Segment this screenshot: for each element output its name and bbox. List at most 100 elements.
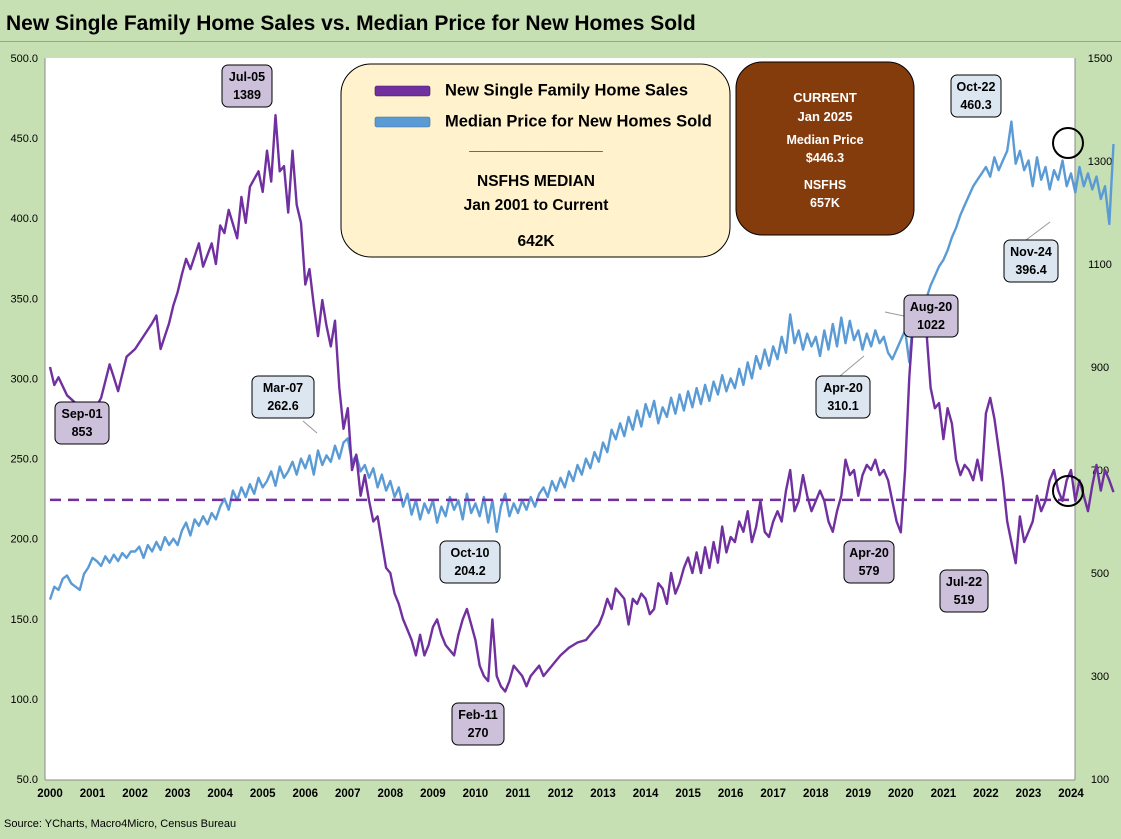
callout-value: 1022 [917,318,945,332]
x-tick-label: 2018 [803,788,829,800]
x-tick-label: 2003 [165,788,191,800]
x-tick-label: 2013 [590,788,616,800]
x-tick-label: 2001 [80,788,106,800]
x-tick-label: 2024 [1058,788,1084,800]
y-left-tick-label: 200.0 [10,534,38,546]
callout-date: Aug-20 [910,300,952,314]
x-tick-label: 2015 [675,788,701,800]
callout-date: Sep-01 [62,407,103,421]
callout-date: Oct-10 [451,546,490,560]
callout-box [1003,239,1059,283]
callout-leader [1025,221,1051,241]
callout-box [451,702,505,746]
x-tick-label: 2021 [931,788,957,800]
callout-date: Oct-22 [957,80,996,94]
callout-box [54,401,110,445]
current-sales-label: NSFHS [804,178,846,192]
x-tick-label: 2017 [760,788,786,800]
callout-box [439,540,501,584]
x-tick-label: 2014 [633,788,659,800]
callout-value: 579 [859,564,880,578]
y-right-tick-label: 1100 [1088,259,1112,271]
x-tick-label: 2011 [505,788,531,800]
callout-value: 853 [72,425,93,439]
x-tick-label: 2000 [37,788,63,800]
median-period: Jan 2001 to Current [464,197,609,214]
current-heading: CURRENT [793,90,857,105]
callout-box [843,540,895,584]
y-right-tick-label: 500 [1091,568,1109,580]
y-right-tick-label: 300 [1091,671,1109,683]
title-divider [0,41,1121,42]
callout-box [903,294,959,338]
x-tick-label: 2009 [420,788,446,800]
x-tick-label: 2002 [122,788,148,800]
median-title: NSFHS MEDIAN [477,173,595,190]
y-left-tick-label: 450.0 [10,133,38,145]
callout-box [939,569,989,613]
current-price-label: Median Price [786,133,863,147]
legend-label-sales: New Single Family Home Sales [445,81,688,99]
current-price-circle [1052,127,1084,159]
legend-swatch-sales [374,85,431,97]
y-right-tick-label: 100 [1091,774,1109,786]
y-left-tick-label: 350.0 [10,293,38,305]
x-tick-label: 2019 [845,788,871,800]
x-tick-label: 2023 [1016,788,1042,800]
current-date: Jan 2025 [798,109,853,124]
series [48,114,1115,693]
callout-value: 1389 [233,88,261,102]
current-price-value: $446.3 [806,151,844,165]
current-sales-circle [1052,475,1084,507]
callout-value: 519 [954,593,975,607]
callout-box [815,375,871,419]
x-tick-label: 2016 [718,788,744,800]
y-left-tick-label: 100.0 [10,694,38,706]
callout-value: 270 [468,726,489,740]
source-note: Source: YCharts, Macro4Micro, Census Bur… [4,818,237,830]
callout-date: Feb-11 [458,708,498,722]
callout-box [950,74,1002,118]
callout-value: 204.2 [454,564,485,578]
x-tick-label: 2005 [250,788,276,800]
x-tick-label: 2006 [292,788,318,800]
x-tick-label: 2007 [335,788,361,800]
callout-date: Jul-22 [946,575,982,589]
axes: 500.0 450.0 400.0 350.0 300.0 250.0 200.0 150.0… [10,53,1112,800]
callout-date: Apr-20 [823,381,863,395]
y-left-tick-label: 150.0 [10,614,38,626]
home-sales-line [48,114,1115,693]
callout-value: 396.4 [1015,263,1046,277]
x-tick-label: 2022 [973,788,999,800]
callout-date: Apr-20 [849,546,889,560]
callout-leader [302,420,318,434]
x-tick-label: 2008 [378,788,404,800]
x-tick-label: 2012 [548,788,574,800]
x-tick-label: 2020 [888,788,914,800]
y-right-tick-label: 1500 [1088,53,1112,65]
current-box [735,61,915,236]
callout-box [221,64,273,108]
median-price-line [48,120,1115,600]
y-left-tick-label: 250.0 [10,454,38,466]
legend-box [340,63,731,258]
callout-value: 262.6 [267,399,298,413]
y-left-tick-label: 400.0 [10,213,38,225]
chart-title: New Single Family Home Sales vs. Median … [6,12,696,35]
x-tick-label: 2004 [207,788,233,800]
x-tick-label: 2010 [463,788,489,800]
callout-date: Mar-07 [263,381,303,395]
y-right-tick-label: 1300 [1088,156,1112,168]
callout-date: Nov-24 [1010,245,1052,259]
callout-leader [839,355,865,377]
y-left-tick-label: 500.0 [10,53,38,65]
current-sales-value: 657K [810,196,840,210]
callout-value: 460.3 [960,98,991,112]
median-value: 642K [517,233,555,250]
callout-box [251,375,315,419]
y-left-tick-label: 300.0 [10,373,38,385]
y-left-tick-label: 50.0 [17,774,38,786]
legend-swatch-price [374,116,431,128]
